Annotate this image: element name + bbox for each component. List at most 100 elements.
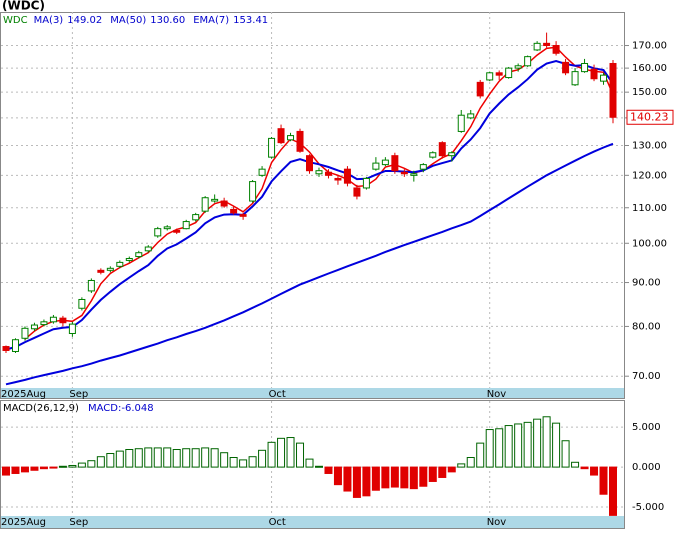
date-strip [1,388,624,398]
candle-body [201,197,209,212]
candle-body [571,71,579,86]
candle-body [315,170,323,175]
macd-bar [277,437,286,468]
macd-bar [400,466,409,489]
macd-bar [590,466,599,476]
macd-bar [134,448,143,468]
candle-body [125,257,133,261]
macd-bar [333,466,342,486]
macd-bar [428,466,437,482]
macd-bar [267,441,276,468]
macd-value: MACD:-6.048 [88,403,154,414]
x-tick-label: Nov [487,517,507,528]
macd-bar [599,466,608,495]
price-frame [0,12,625,399]
macd-bar [125,449,134,468]
macd-bar [542,416,551,468]
candle-body [11,339,19,352]
last-price-box [626,109,674,125]
macd-bar [49,466,58,469]
macd-bar [296,442,305,468]
macd-bar [381,466,390,489]
macd-date-strip [1,516,624,528]
candle-body [49,316,57,323]
candle-body [249,181,257,202]
candle-body [182,221,190,230]
y-tick-label: 130.00 [632,140,667,151]
candle-body [144,246,152,252]
y-tick-label: 150.00 [632,87,667,98]
macd-bar [2,466,10,476]
macd-bar [371,466,380,491]
macd-bar [504,425,513,468]
candle-body [40,321,48,326]
candle-body [543,42,551,47]
candle-body [2,346,10,351]
candle-body [106,267,114,271]
candle-body [87,279,95,292]
candle-body [391,155,399,172]
macd-bar [447,466,456,473]
candle-body [533,42,541,51]
macd-tick-label: 5.000 [632,422,661,433]
candle-body [609,62,617,118]
candle-body [438,142,446,157]
candle-body [448,152,456,157]
candle-body [419,164,427,170]
macd-bar [153,447,162,468]
y-tick-label: 70.00 [632,371,661,382]
macd-bar [514,423,523,468]
legend-text: 149.02 [67,15,102,26]
candle-body [68,323,76,334]
candle-body [163,226,171,230]
macd-bar [533,418,542,468]
candle-body [334,177,342,181]
candle-body [78,298,86,309]
candle-body [495,72,503,76]
y-tick-label: 100.00 [632,238,667,249]
macd-bar [87,460,96,468]
candle-body [296,130,304,152]
candle-body [467,113,475,119]
y-tick-label: 120.00 [632,170,667,181]
candle-body [410,173,418,176]
candle-body [21,327,29,339]
candle-body [343,168,351,184]
ma-line [5,142,614,386]
macd-bar [220,452,229,468]
candle-body [562,61,570,74]
macd-bar [457,463,466,468]
candle-body [30,324,38,330]
y-tick-label: 90.00 [632,278,661,289]
macd-tick-label: 0.000 [632,462,661,473]
x-tick-label: Oct [269,517,286,528]
macd-bar [191,448,200,468]
macd-title: MACD(26,12,9) [3,403,79,414]
candle-body [239,214,247,217]
macd-bar [324,466,333,474]
macd-bar [172,449,181,468]
candle-body [277,128,285,144]
candle-body [505,67,513,79]
macd-bar [20,466,29,473]
macd-bar [409,466,418,490]
x-tick-label: Nov [487,389,507,400]
macd-bar [580,466,589,470]
candle-body [230,208,238,214]
macd-bar [248,456,257,468]
x-tick-label: 2025Aug [1,517,46,528]
candle-body [372,162,380,170]
macd-bar [96,456,105,468]
last-price-label: 140.23 [630,110,669,123]
macd-bar [286,437,295,468]
macd-bar [561,440,570,468]
candle-body [154,228,162,237]
macd-bar [571,461,580,468]
macd-bar [476,442,485,468]
macd-bar [106,453,115,468]
macd-bar [466,457,475,468]
candle-body [457,114,465,132]
x-tick-label: 2025Aug [1,389,46,400]
candle-body [486,72,494,81]
legend-text: MA(50) [110,15,146,26]
